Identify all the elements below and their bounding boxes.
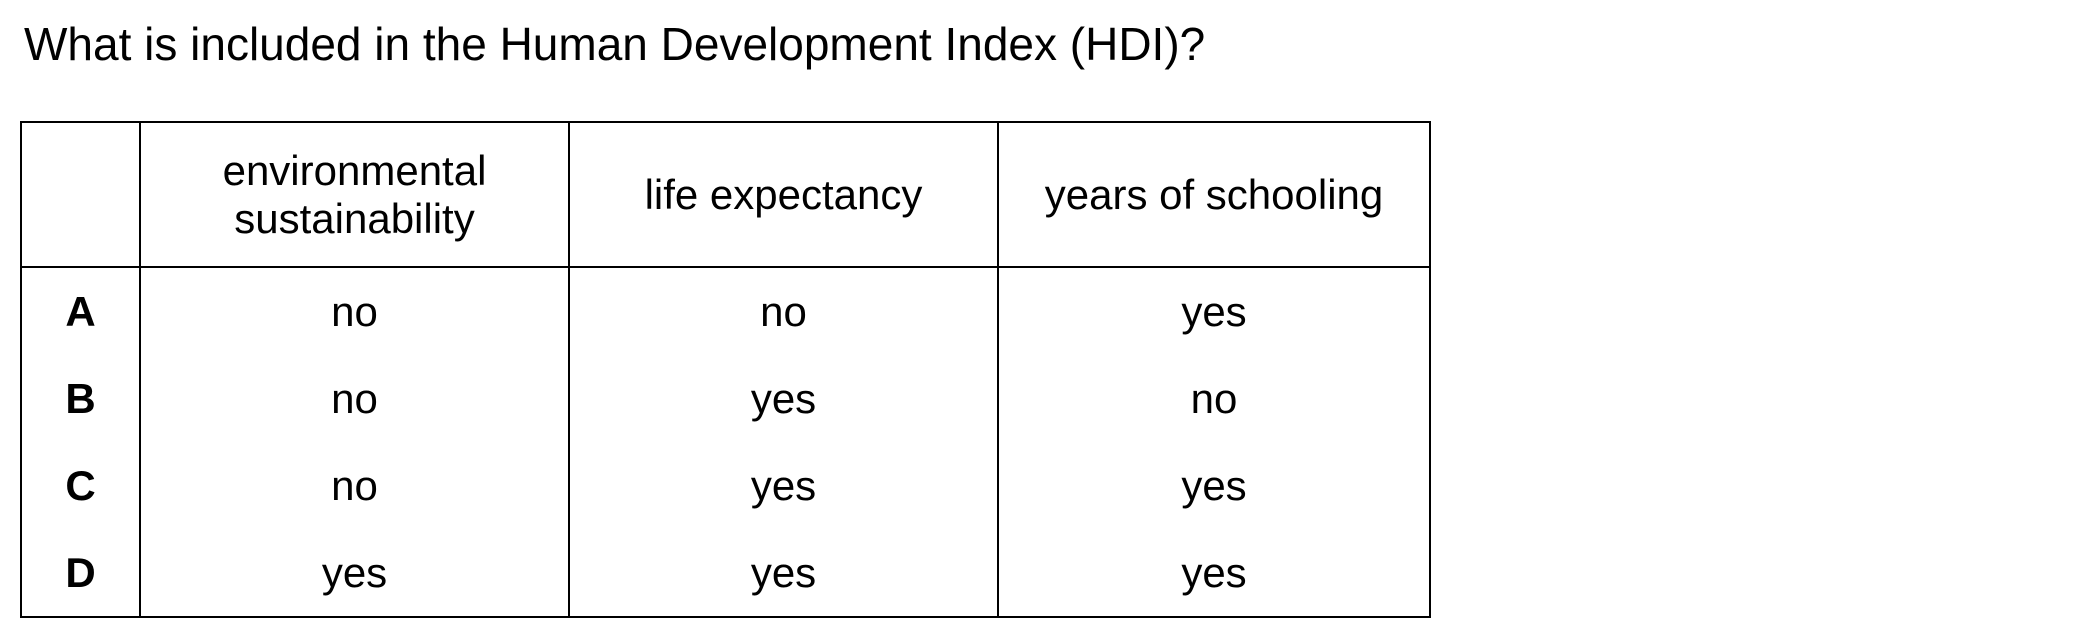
header-years-of-schooling: years of schooling	[997, 121, 1431, 268]
header-row: environmental sustainability life expect…	[20, 121, 1431, 268]
table-cell: yes	[568, 442, 999, 529]
corner-cell	[20, 121, 141, 268]
table-cell: yes	[997, 442, 1431, 529]
table-cell: yes	[568, 529, 999, 617]
table-cell: yes	[997, 529, 1431, 617]
option-key: B	[20, 355, 141, 442]
option-row-a: A no no yes	[20, 267, 1431, 355]
table-cell: yes	[997, 267, 1431, 355]
table-cell: no	[139, 442, 570, 529]
option-key: D	[20, 529, 141, 617]
header-life-expectancy: life expectancy	[568, 121, 999, 268]
option-row-c: C no yes yes	[20, 442, 1431, 529]
table-cell: no	[568, 267, 999, 355]
table-cell: no	[139, 355, 570, 442]
option-row-b: B no yes no	[20, 355, 1431, 442]
table-cell: yes	[139, 529, 570, 617]
option-row-d: D yes yes yes	[20, 529, 1431, 617]
table-cell: no	[139, 267, 570, 355]
table-cell: no	[997, 355, 1431, 442]
question-text: What is included in the Human Developmen…	[24, 18, 1206, 70]
table-cell: yes	[568, 355, 999, 442]
answer-options-table: environmental sustainability life expect…	[20, 121, 1431, 618]
option-key: A	[20, 267, 141, 355]
option-key: C	[20, 442, 141, 529]
header-environmental-sustainability: environmental sustainability	[139, 121, 570, 268]
